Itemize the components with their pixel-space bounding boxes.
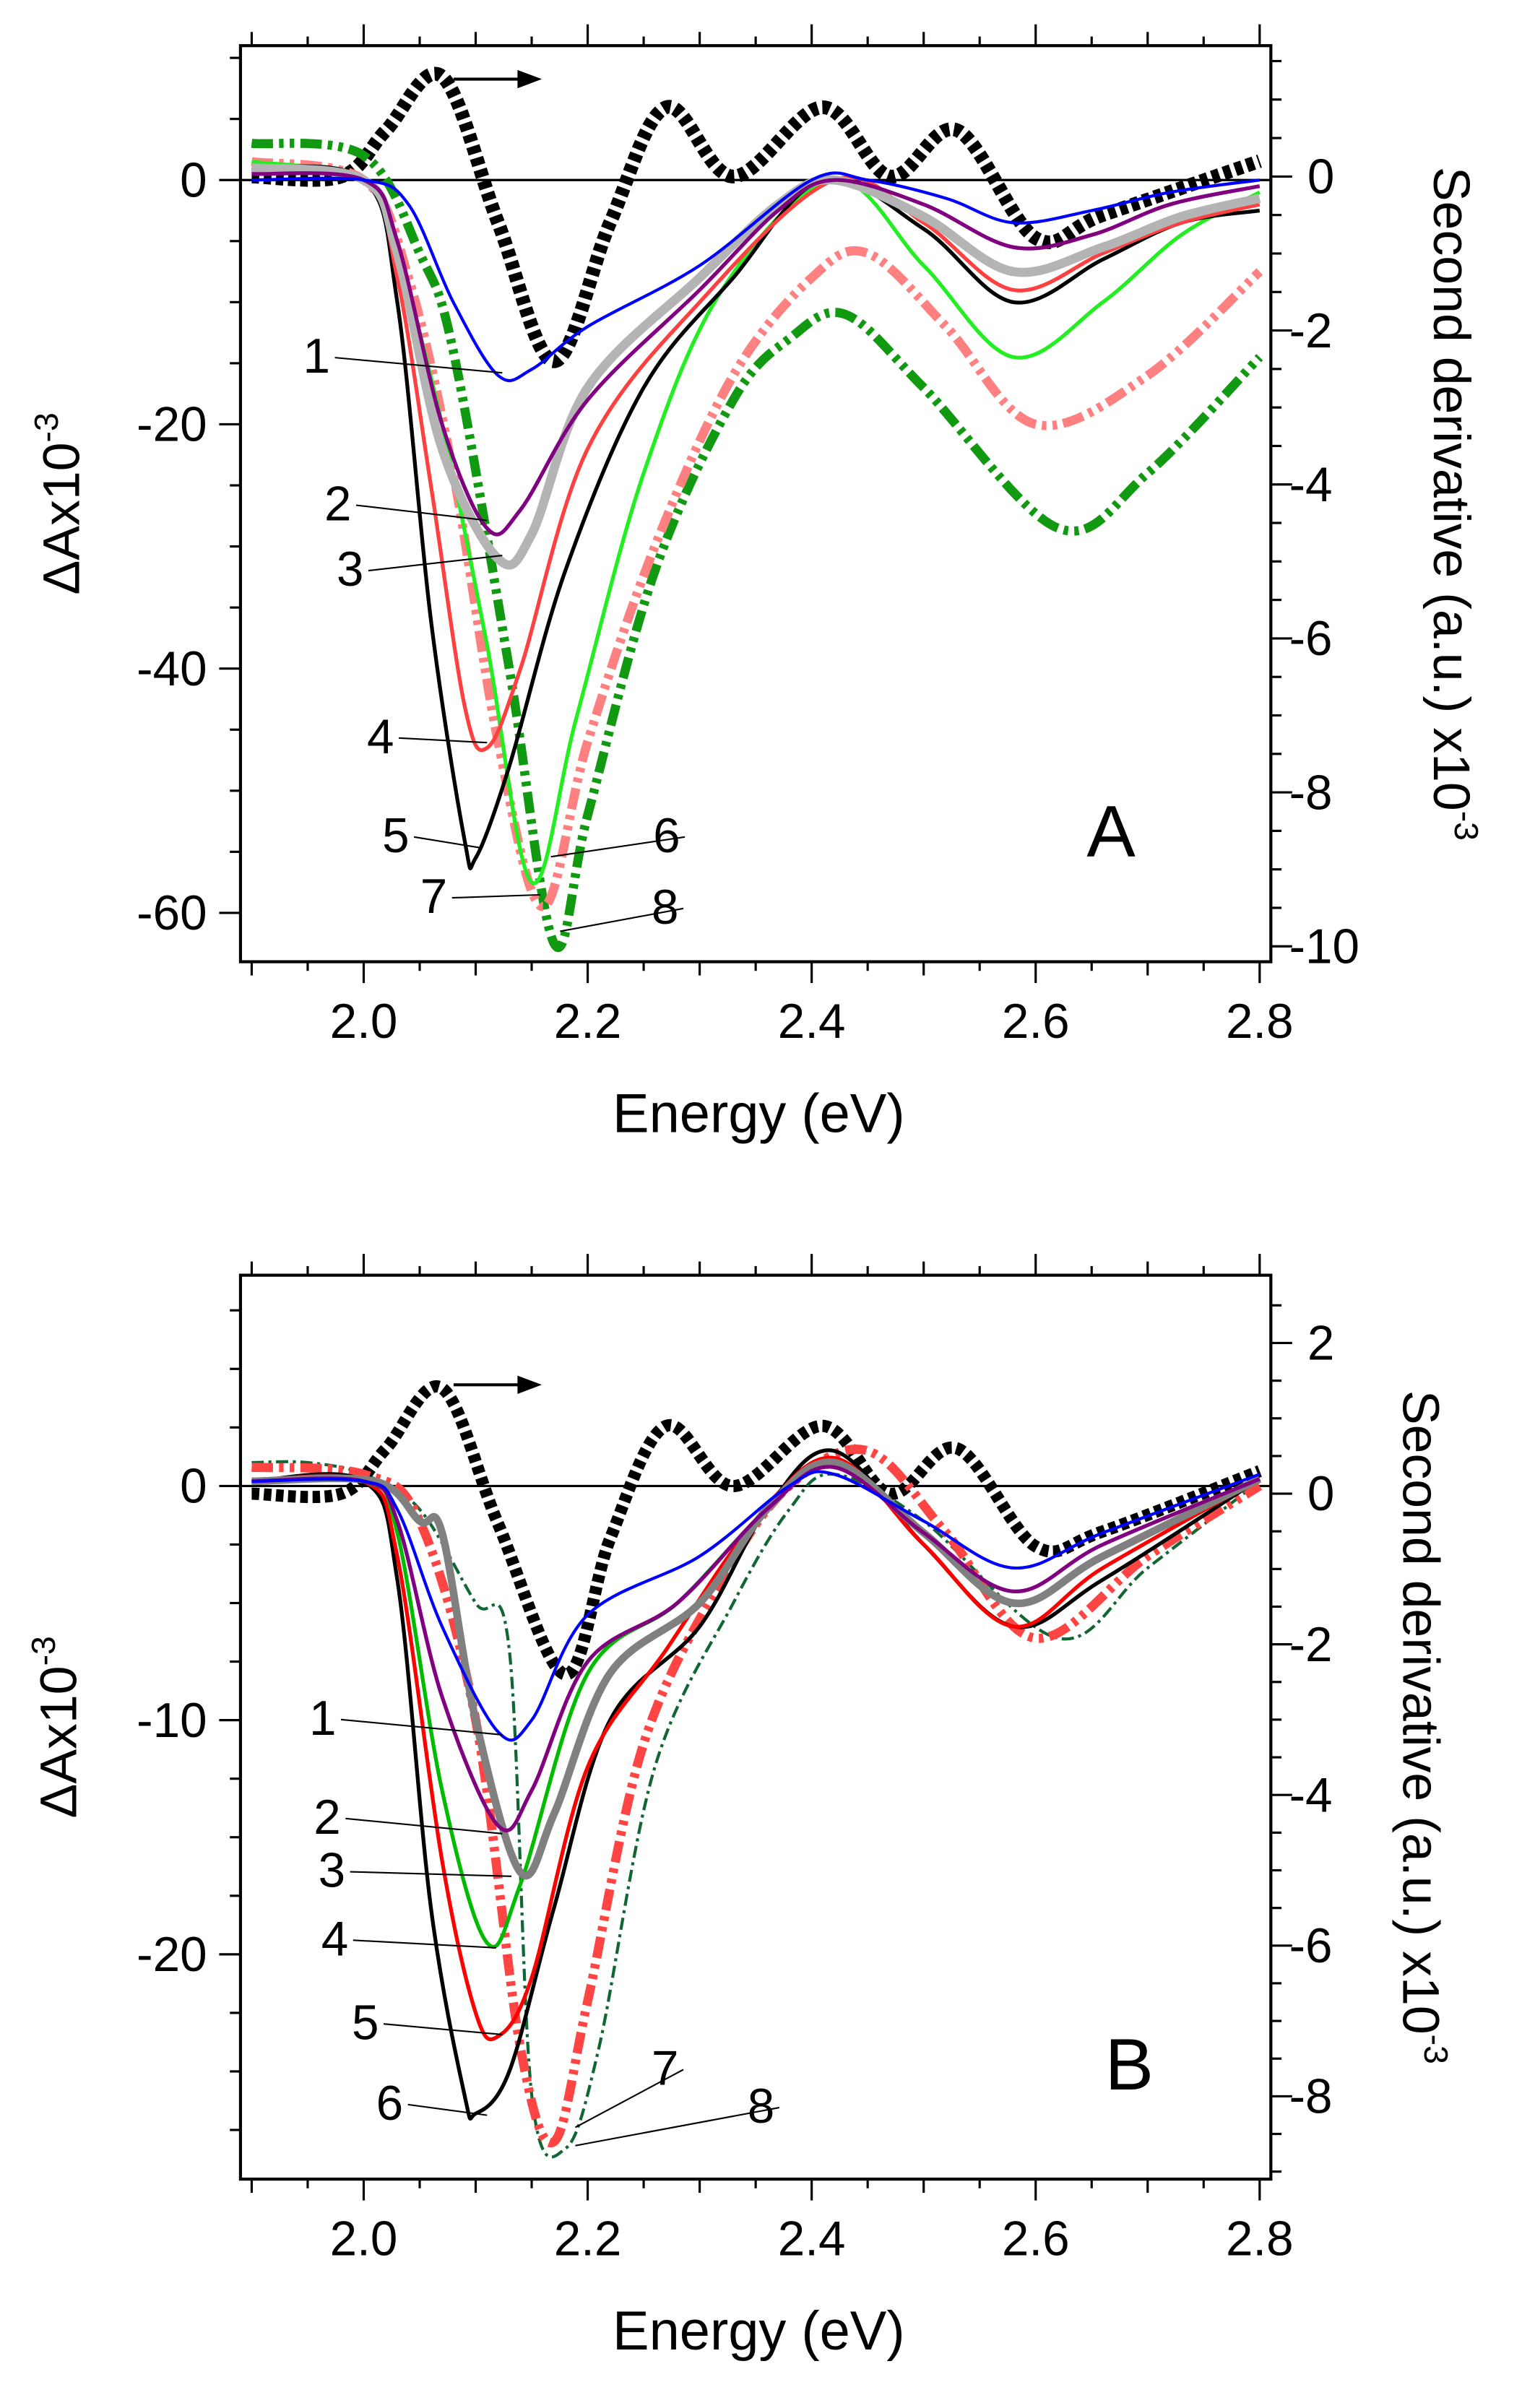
- leader-line-7: [451, 893, 541, 899]
- y-axis-label-text: ΔAx10: [30, 1666, 87, 1818]
- series-3-line: [251, 1458, 1262, 1880]
- y2-axis-label-text: Second derivative (a.u.) x10: [1422, 167, 1480, 811]
- leader-line-2: [355, 504, 488, 521]
- curve-label-4: 4: [321, 1912, 349, 1966]
- y2-tick-label: -6: [1289, 612, 1333, 666]
- y-tick-label: 0: [180, 153, 207, 207]
- curve-label-1: 1: [303, 329, 331, 384]
- y-axis-label-exponent: -3: [25, 1636, 62, 1666]
- y-tick-label: -20: [137, 1928, 207, 1982]
- leader-line-4: [398, 737, 488, 744]
- y2-tick-label: -2: [1289, 304, 1333, 358]
- x-tick-label: 2.4: [778, 2212, 846, 2266]
- y2-axis-label: Second derivative (a.u.) x10-3: [1422, 167, 1485, 841]
- curve-label-8: 8: [652, 880, 679, 935]
- x-tick-label: 2.8: [1226, 995, 1294, 1049]
- curve-label-5: 5: [352, 1996, 379, 2050]
- y2-axis-label-exponent: -3: [1417, 2035, 1455, 2064]
- curve-label-1: 1: [309, 1692, 337, 1746]
- y-tick-label: -40: [137, 642, 207, 696]
- x-axis-label: Energy (eV): [613, 2300, 905, 2362]
- y-axis-label: ΔAx10-3: [25, 1636, 87, 1818]
- y-tick-label: 0: [180, 1460, 207, 1514]
- leader-line-2: [345, 1817, 503, 1835]
- leader-line-1: [340, 1718, 503, 1736]
- leader-line-8: [560, 907, 684, 932]
- y2-tick-label: 0: [1307, 1467, 1335, 1521]
- y-tick-label: -10: [137, 1694, 207, 1748]
- series-second-derivative-line: [251, 66, 1262, 368]
- y2-tick-label: -8: [1289, 766, 1333, 820]
- series-1-line: [251, 171, 1261, 383]
- x-axis-label: Energy (eV): [613, 1083, 905, 1145]
- curve-label-2: 2: [324, 477, 352, 532]
- curve-label-3: 3: [337, 542, 364, 597]
- series-4-line: [251, 165, 1261, 753]
- y-tick-label: -60: [137, 886, 207, 940]
- series-3-line: [251, 163, 1261, 570]
- x-tick-label: 2.8: [1226, 2212, 1294, 2266]
- leader-line-7: [574, 2069, 684, 2128]
- curve-label-2: 2: [314, 1790, 341, 1845]
- series-2-line: [251, 171, 1261, 537]
- panel-label: A: [1086, 791, 1136, 872]
- series-5-line: [251, 164, 1261, 870]
- leader-line-5: [413, 836, 480, 849]
- y2-tick-label: -4: [1289, 458, 1333, 512]
- x-tick-label: 2.0: [330, 2212, 398, 2266]
- y-axis-label-text: ΔAx10: [33, 442, 91, 594]
- curve-label-7: 7: [652, 2041, 679, 2095]
- series-2-line: [251, 1465, 1261, 1832]
- series-8-line: [251, 139, 1263, 953]
- series-second-derivative-line: [251, 1380, 1262, 1681]
- y2-tick-label: -6: [1289, 1919, 1333, 1973]
- y2-axis-label-text: Second derivative (a.u.) x10: [1392, 1390, 1450, 2035]
- x-tick-label: 2.6: [1002, 995, 1070, 1049]
- leader-line-3: [350, 1871, 511, 1877]
- plot-area: [251, 66, 1263, 953]
- x-tick-label: 2.0: [330, 995, 398, 1049]
- y2-tick-label: 2: [1307, 1317, 1335, 1371]
- series-5-line: [251, 1455, 1261, 2042]
- curve-label-8: 8: [748, 2079, 775, 2134]
- leader-line-8: [575, 2107, 779, 2147]
- y2-tick-label: -10: [1289, 919, 1359, 974]
- series-7-line: [251, 157, 1263, 911]
- leader-line-6: [407, 2103, 488, 2116]
- y-axis-label: ΔAx10-3: [27, 412, 90, 594]
- curve-label-6: 6: [376, 2076, 404, 2131]
- leader-line-6: [550, 836, 686, 858]
- y2-axis-label: Second derivative (a.u.) x10-3: [1392, 1390, 1455, 2064]
- arrow-right-icon: [517, 69, 542, 89]
- y2-tick-label: -2: [1289, 1618, 1333, 1672]
- x-tick-label: 2.6: [1002, 2212, 1070, 2266]
- x-tick-label: 2.2: [554, 995, 622, 1049]
- leader-line-1: [334, 357, 503, 374]
- leader-line-5: [383, 2023, 503, 2036]
- y2-tick-label: 0: [1307, 150, 1335, 204]
- curve-label-5: 5: [382, 809, 410, 863]
- series-7-line: [251, 1445, 1263, 2148]
- curve-label-7: 7: [420, 870, 448, 924]
- x-tick-label: 2.4: [778, 995, 846, 1049]
- leader-line-3: [368, 554, 503, 572]
- y-tick-label: -20: [137, 398, 207, 452]
- x-tick-label: 2.2: [554, 2212, 622, 2266]
- y2-tick-label: -4: [1289, 1768, 1333, 1822]
- curve-label-4: 4: [367, 710, 394, 764]
- curve-label-6: 6: [653, 809, 680, 863]
- leader-line-4: [353, 1939, 496, 1949]
- y2-tick-label: -8: [1289, 2070, 1333, 2124]
- panel-label: B: [1105, 2024, 1154, 2105]
- series-1-line: [251, 1470, 1261, 1742]
- y-axis-label-exponent: -3: [27, 412, 65, 442]
- arrow-right-icon: [517, 1375, 542, 1394]
- curve-label-3: 3: [319, 1844, 346, 1898]
- y2-axis-label-exponent: -3: [1448, 811, 1485, 841]
- plot-area: [251, 1380, 1263, 2159]
